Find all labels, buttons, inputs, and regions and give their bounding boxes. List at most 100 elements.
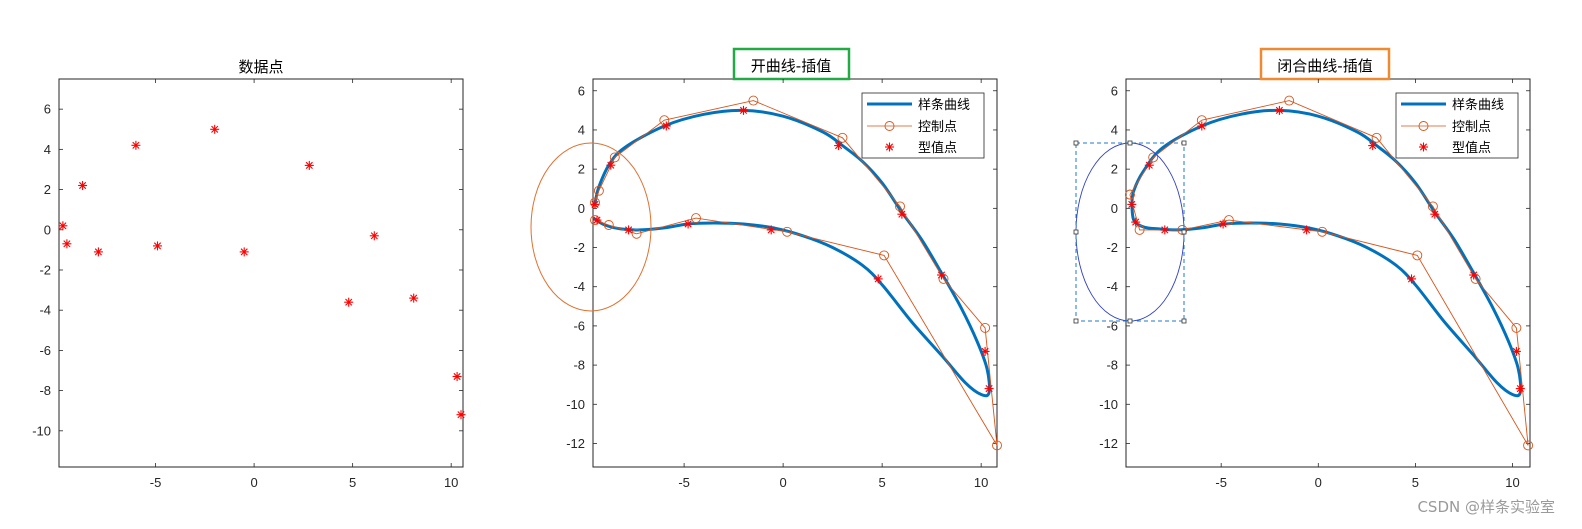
data-point: [304, 160, 314, 170]
legend-label: 型值点: [918, 140, 957, 156]
y-tick-label: -6: [39, 343, 51, 358]
data-point: [1302, 225, 1312, 235]
x-tick-label: -5: [1215, 475, 1227, 490]
legend-label: 控制点: [1452, 120, 1491, 135]
selection-box[interactable]: [1073, 140, 1187, 324]
data-point: [834, 141, 844, 151]
y-tick-label: -6: [1106, 318, 1118, 333]
control-point: [631, 228, 642, 239]
control-point: [609, 152, 620, 163]
data-point: [1511, 346, 1521, 356]
y-tick-label: -6: [573, 318, 585, 333]
control-point: [1371, 132, 1382, 143]
y-tick-label: 0: [1111, 201, 1118, 216]
x-tick-label: 5: [879, 475, 886, 490]
control-point: [748, 95, 759, 106]
data-point: [1430, 209, 1440, 219]
control-point: [691, 213, 701, 224]
data-point: [344, 297, 354, 307]
y-tick-label: 6: [44, 102, 51, 117]
legend-label: 型值点: [1452, 140, 1491, 156]
y-tick-label: -2: [39, 262, 51, 277]
resize-handle[interactable]: [1127, 140, 1133, 146]
control-point: [1134, 224, 1145, 235]
data-point: [1407, 274, 1416, 284]
legend-control-marker: [1418, 121, 1429, 131]
x-tick-label: 0: [1315, 475, 1322, 490]
x-tick-label: 10: [444, 475, 458, 490]
panel-closed-curve: 闭合曲线-插值 -5 0 5 10 6 4 2 0 -2 -4 -6 -8 -10 -12 样条曲线 控制…: [1073, 47, 1534, 490]
control-point: [1317, 226, 1328, 237]
data-point: [897, 209, 907, 219]
resize-handle[interactable]: [1181, 140, 1187, 146]
data-point: [683, 219, 693, 229]
y-tick-label: 4: [578, 122, 585, 137]
data-point: [873, 274, 883, 284]
data-point: [937, 270, 946, 280]
resize-handle[interactable]: [1073, 318, 1079, 324]
y-tick-label: -4: [39, 303, 51, 318]
data-point: [1160, 225, 1170, 235]
control-point: [1412, 250, 1423, 261]
x-tick-label: 0: [250, 475, 257, 490]
panel-open-curve: 开曲线-插值 -5 0 5 10 6 4 2 0 -2 -4 -6 -8 -10 -12 样条曲线 控制点…: [530, 47, 1002, 490]
control-point: [1511, 322, 1522, 333]
data-point: [1197, 121, 1207, 131]
data-point: [1368, 141, 1378, 151]
resize-handle[interactable]: [1181, 229, 1187, 235]
control-point: [1148, 152, 1159, 163]
data-point: [1274, 105, 1284, 115]
data-point: [606, 160, 616, 170]
x-tick-label: 5: [349, 475, 356, 490]
data-point: [153, 241, 162, 251]
x-tick-label: 0: [780, 475, 787, 490]
data-point: [624, 225, 634, 235]
control-point: [593, 185, 604, 196]
control-point: [1470, 273, 1481, 284]
data-point: [984, 384, 994, 394]
title-highlight-box: [732, 47, 851, 81]
data-point: [93, 247, 103, 257]
y-tick-label: -8: [573, 358, 585, 373]
data-point: [369, 231, 379, 241]
data-point: [1218, 219, 1228, 229]
control-point: [1523, 440, 1534, 451]
resize-handle[interactable]: [1181, 318, 1187, 324]
y-tick-label: 0: [44, 222, 51, 237]
data-point: [62, 239, 72, 249]
tick-layer: -5 0 5 10 6 4 2 0 -2 -4 -6 -8 -10 -12: [1099, 79, 1530, 490]
y-tick-label: -4: [573, 279, 585, 294]
highlight-ellipse: [530, 142, 652, 312]
control-polygon: [1129, 100, 1529, 446]
y-tick-label: -10: [32, 423, 51, 438]
control-point: [938, 273, 949, 284]
resize-handle[interactable]: [1073, 140, 1079, 146]
watermark: CSDN @样条实验室: [1417, 498, 1555, 516]
y-tick-label: 6: [1111, 83, 1118, 98]
y-tick-label: -10: [566, 397, 585, 412]
data-point: [78, 181, 88, 190]
control-point: [1427, 201, 1438, 212]
resize-handle[interactable]: [1073, 229, 1079, 235]
mark-layer: [58, 124, 466, 420]
data-point: [452, 372, 462, 381]
control-point: [1124, 189, 1135, 200]
y-tick-label: 0: [578, 201, 585, 216]
control-polygon: [594, 100, 998, 446]
x-tick-label: -5: [678, 475, 690, 490]
y-tick-label: 4: [44, 142, 51, 157]
tick-layer: -5 0 5 10 6 4 2 0 -2 -4 -6 -8 -10 -12: [566, 79, 997, 490]
y-tick-label: -2: [1106, 240, 1118, 255]
resize-handle[interactable]: [1127, 318, 1133, 324]
y-tick-label: 2: [1111, 162, 1118, 177]
data-point: [590, 199, 600, 209]
control-point: [837, 132, 848, 143]
data-point: [592, 215, 602, 225]
data-point: [980, 346, 990, 356]
mark-layer: [590, 95, 1002, 451]
data-point: [409, 293, 419, 303]
chart-title: 开曲线-插值: [751, 57, 831, 75]
control-point: [782, 226, 793, 237]
x-tick-label: 10: [974, 475, 988, 490]
